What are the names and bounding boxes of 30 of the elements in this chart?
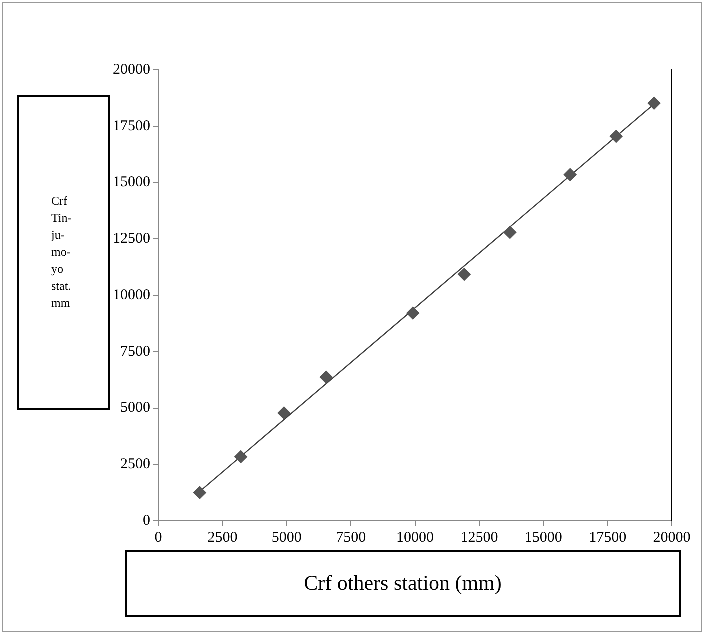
x-axis-title: Crf others station (mm) [125,550,681,617]
y-tick-label: 17500 [113,118,150,134]
y-tick-label: 7500 [120,344,150,360]
y-tick-label: 12500 [113,231,150,248]
x-tick-label: 7500 [336,530,366,546]
y-tick-label: 20000 [113,62,150,78]
x-tick-label: 15000 [524,530,562,546]
point [278,406,291,420]
y-axis-title: Crf Tin-ju-mo-yo stat. mm [52,193,73,312]
x-tick-label: 10000 [396,530,434,546]
y-tick-label: 10000 [113,287,150,304]
point [648,96,661,110]
point [320,370,333,384]
point [234,450,248,464]
point [504,226,517,240]
point [610,130,623,144]
x-tick-label: 0 [154,530,162,546]
x-tick-label: 2500 [208,530,238,546]
point [564,168,577,182]
point [406,306,420,320]
point [193,486,206,500]
y-tick-label: 15000 [113,174,150,191]
x-tick-label: 20000 [653,530,691,546]
x-tick-label: 5000 [272,530,302,546]
y-tick-label: 2500 [120,456,150,473]
x-tick-label: 12500 [460,530,498,546]
point [458,268,471,282]
y-tick-label: 0 [143,512,150,529]
x-tick-label: 17500 [589,530,627,546]
y-tick-label: 5000 [120,400,150,416]
